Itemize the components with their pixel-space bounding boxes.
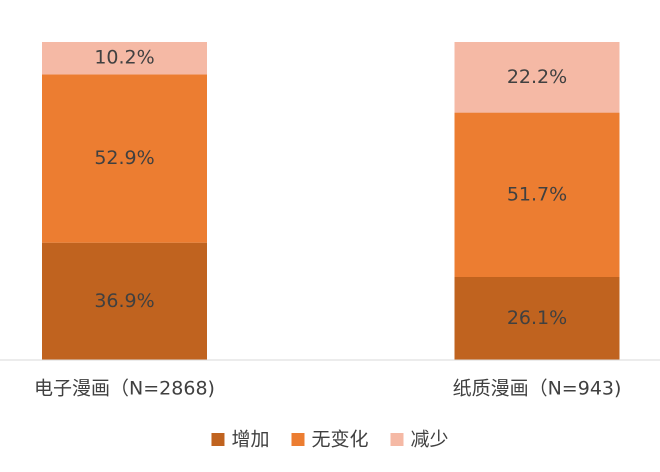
value-label: 36.9% — [94, 290, 154, 312]
bar-segment — [454, 42, 620, 113]
value-label: 51.7% — [507, 183, 567, 205]
bar-segment — [42, 42, 207, 75]
value-label: 10.2% — [94, 47, 154, 69]
x-tick-label: 纸质漫画（N=943) — [453, 378, 622, 400]
value-label: 26.1% — [507, 307, 567, 329]
x-tick-label: 电子漫画（N=2868) — [34, 378, 215, 400]
legend-label: 增加 — [231, 429, 269, 451]
legend-swatch — [211, 433, 225, 446]
bar-segment — [42, 74, 207, 243]
bar-segment — [42, 242, 207, 360]
legend-swatch — [291, 433, 305, 446]
legend-swatch — [390, 433, 404, 446]
value-label: 22.2% — [507, 66, 567, 88]
legend-label: 无变化 — [311, 429, 368, 451]
bar-segment — [454, 277, 620, 360]
bar-segment — [454, 112, 620, 278]
legend-label: 减少 — [411, 429, 449, 451]
value-label: 52.9% — [94, 147, 154, 169]
